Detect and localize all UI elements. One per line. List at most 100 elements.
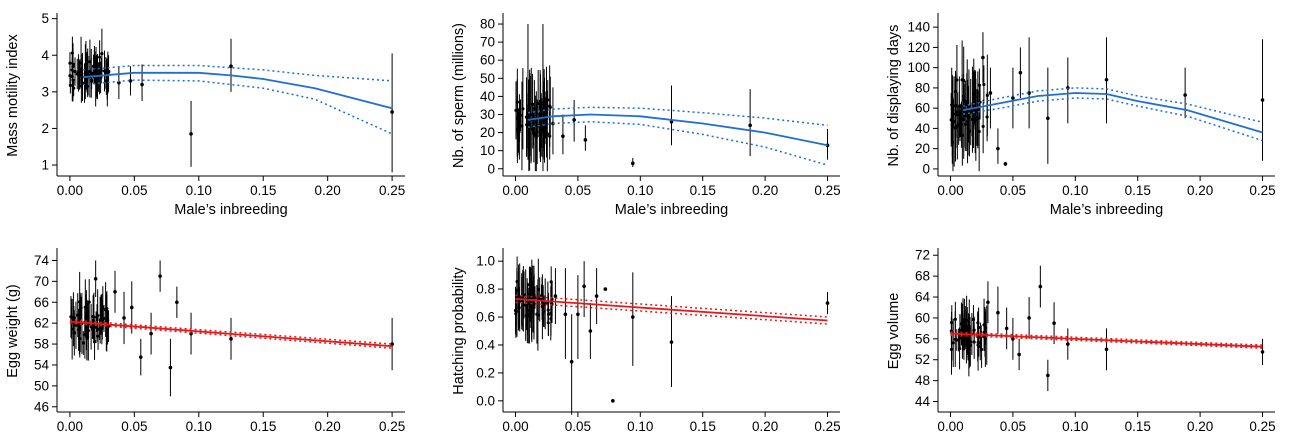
data-point (972, 340, 976, 344)
data-point (535, 312, 539, 316)
data-point (950, 103, 954, 107)
x-tick-label: 0.10 (1062, 419, 1088, 434)
y-axis-label: Mass motility index (5, 34, 21, 157)
data-point (603, 287, 608, 291)
data-point (631, 315, 635, 319)
data-point (966, 343, 970, 347)
ci-upper-line (69, 319, 393, 345)
x-tick-label: 0.25 (379, 419, 405, 434)
data-point (981, 124, 985, 129)
data-point (546, 98, 550, 102)
data-point (569, 359, 574, 364)
data-point (1027, 316, 1031, 320)
data-point (83, 71, 88, 76)
fit-line (69, 320, 393, 348)
data-point (982, 323, 986, 327)
y-tick-label: 56 (915, 331, 930, 346)
y-tick-label: 120 (907, 40, 930, 55)
x-tick-label: 0.05 (565, 183, 591, 198)
x-tick-label: 0.25 (1249, 419, 1275, 434)
x-tick-label: 0.00 (937, 419, 963, 434)
y-tick-label: 20 (915, 141, 930, 156)
data-point (546, 308, 550, 312)
x-tick-label: 0.15 (250, 419, 276, 434)
x-tick-label: 0.05 (1000, 419, 1026, 434)
y-tick-label: 3 (41, 84, 49, 99)
data-point (73, 69, 77, 74)
ci-lower-line (82, 79, 393, 135)
data-point (189, 132, 193, 136)
data-point (85, 84, 90, 88)
y-tick-label: 44 (915, 394, 931, 409)
x-tick-label: 0.00 (57, 183, 83, 198)
data-point (976, 116, 980, 121)
data-point (528, 106, 532, 111)
data-point (631, 161, 635, 166)
x-axis-label: Male’s inbreeding (1050, 202, 1163, 218)
y-tick-label: 54 (34, 357, 50, 372)
y-tick-label: 60 (480, 53, 495, 68)
data-point (514, 108, 518, 113)
data-point (158, 274, 162, 278)
x-tick-label: 0.00 (502, 419, 528, 434)
data-point (88, 69, 92, 73)
y-tick-label: 1 (41, 158, 49, 173)
y-tick-label: 0.8 (476, 282, 495, 297)
data-point (996, 310, 1000, 315)
fit-line (962, 92, 1263, 134)
data-point (953, 317, 957, 321)
data-point (1003, 162, 1008, 166)
data-point (1260, 98, 1265, 102)
data-point (98, 318, 102, 322)
data-point (81, 341, 85, 345)
data-point (977, 83, 981, 87)
data-point (530, 102, 535, 106)
data-point (963, 324, 967, 328)
data-point (583, 138, 588, 142)
data-point (515, 100, 519, 104)
data-point (75, 72, 79, 76)
fit-line (950, 332, 1263, 348)
x-tick-label: 0.20 (1187, 419, 1213, 434)
data-point (977, 341, 981, 345)
data-point (78, 313, 83, 317)
y-tick-label: 10 (480, 143, 495, 158)
data-point (1004, 326, 1009, 331)
data-point (533, 133, 537, 137)
y-axis-label: Hatching probability (451, 267, 467, 395)
data-point (97, 327, 102, 331)
data-point (168, 365, 173, 370)
data-point (594, 294, 599, 298)
y-tick-label: 0.0 (476, 393, 495, 408)
y-axis-label: Nb. of sperm (millions) (451, 23, 467, 168)
data-point (545, 132, 549, 136)
x-tick-label: 0.00 (937, 183, 963, 198)
y-tick-label: 5 (41, 11, 49, 26)
data-point (1011, 96, 1015, 100)
data-point (561, 134, 565, 139)
data-point (951, 341, 955, 345)
data-point (513, 308, 518, 313)
y-axis-label: Nb. of displaying days (886, 25, 902, 167)
y-tick-label: 58 (34, 337, 49, 352)
data-point (72, 86, 76, 90)
y-tick-label: 100 (907, 60, 930, 75)
data-point (576, 312, 580, 317)
data-point (527, 312, 532, 316)
data-point (563, 312, 568, 317)
data-point (969, 110, 973, 114)
data-point (611, 399, 615, 403)
data-point (92, 340, 97, 344)
data-point (1017, 352, 1021, 357)
y-tick-label: 80 (915, 80, 930, 95)
data-point (982, 82, 986, 87)
y-tick-label: 4 (41, 48, 49, 63)
data-point (94, 325, 98, 329)
data-point (996, 146, 1000, 151)
data-point (1052, 321, 1056, 325)
data-point (87, 300, 91, 304)
y-tick-label: 52 (915, 352, 930, 367)
ci-lower-line (515, 301, 828, 325)
y-tick-label: 72 (915, 248, 930, 263)
